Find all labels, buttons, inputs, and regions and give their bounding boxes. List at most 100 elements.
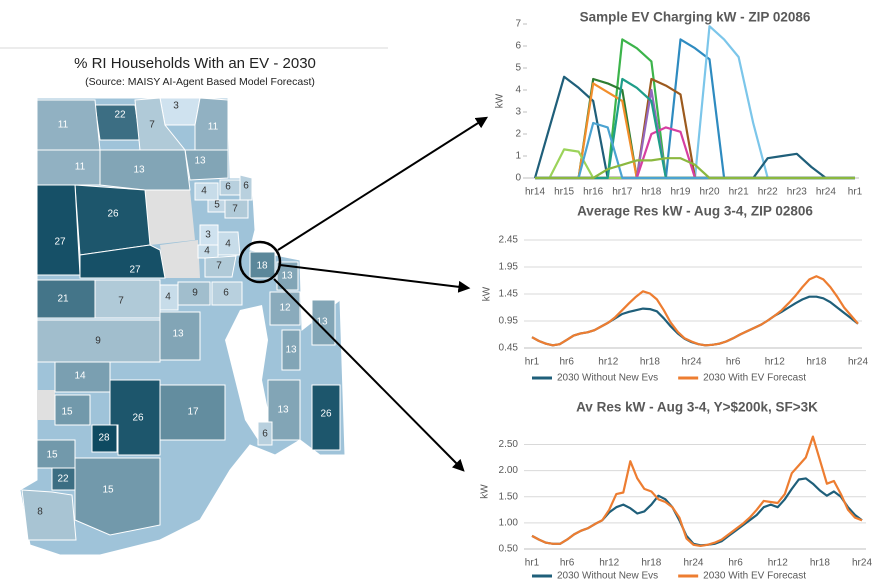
region-label: 6 — [223, 288, 229, 299]
series-line — [531, 477, 863, 547]
region-label: 11 — [208, 122, 219, 133]
series-line — [531, 275, 859, 347]
x-tick-label: hr18 — [641, 558, 661, 569]
map-region — [36, 99, 101, 151]
x-tick-label: hr18 — [641, 187, 661, 198]
region-label: 4 — [165, 292, 171, 303]
region-label: 3 — [205, 230, 211, 241]
y-tick-label: 1.45 — [499, 289, 519, 300]
region-label: 7 — [232, 204, 238, 215]
y-tick-label: 2.50 — [499, 439, 519, 450]
region-label: 3 — [173, 101, 179, 112]
map-region — [249, 251, 276, 279]
region-label: 13 — [172, 329, 184, 340]
map-region — [224, 199, 249, 219]
x-tick-label: hr12 — [768, 558, 788, 569]
y-tick-label: 1.00 — [499, 518, 519, 529]
x-tick-label: hr18 — [640, 357, 660, 368]
map-region — [257, 421, 273, 446]
region-label: 22 — [57, 474, 69, 485]
x-tick-label: hr24 — [683, 558, 703, 569]
region-label: 7 — [149, 120, 155, 131]
y-tick-label: 2.45 — [499, 235, 519, 246]
map-region — [159, 97, 201, 126]
chart-title: Average Res kW - Aug 3-4, ZIP 02806 — [577, 204, 813, 219]
region-label: 11 — [58, 120, 69, 131]
region-label: 13 — [281, 271, 293, 282]
legend-label: 2030 With EV Forecast — [703, 571, 806, 582]
x-tick-label: hr6 — [560, 558, 575, 569]
map-region — [159, 384, 226, 441]
map-region — [269, 291, 301, 326]
region-label: 6 — [225, 182, 231, 193]
x-tick-label: hr21 — [729, 187, 749, 198]
x-tick-label: hr1 — [525, 357, 540, 368]
no-data-area — [37, 390, 55, 420]
legend-label: 2030 Without New Evs — [557, 571, 658, 582]
map-source: (Source: MAISY AI-Agent Based Model Fore… — [85, 76, 315, 88]
series-line — [535, 157, 855, 180]
legend-label: 2030 With EV Forecast — [703, 373, 806, 384]
map-region — [204, 255, 237, 278]
x-tick-label: hr24 — [682, 357, 702, 368]
map-region — [36, 184, 81, 276]
region-label: 11 — [75, 162, 86, 173]
region-label: 4 — [225, 239, 231, 250]
map-region — [267, 379, 301, 441]
map-region — [91, 424, 118, 453]
y-tick-label: 1 — [515, 151, 521, 162]
x-tick-label: hr12 — [599, 558, 619, 569]
y-tick-label: 0.45 — [499, 343, 519, 354]
region-label: 8 — [37, 507, 43, 518]
map-region — [184, 149, 229, 181]
y-axis-label: kW — [495, 93, 506, 108]
y-tick-label: 3 — [515, 107, 521, 118]
map-region — [54, 394, 91, 426]
x-tick-label: hr6 — [726, 357, 741, 368]
map-region — [79, 244, 166, 279]
x-tick-label: hr6 — [728, 558, 743, 569]
region-label: 6 — [262, 429, 268, 440]
region-label: 5 — [214, 200, 220, 211]
map-region — [94, 279, 161, 319]
x-tick-label: hr24 — [816, 187, 836, 198]
x-tick-label: hr18 — [810, 558, 830, 569]
no-data-area — [145, 190, 195, 245]
arrow — [279, 264, 471, 293]
map-region — [74, 184, 151, 256]
x-tick-label: hr17 — [612, 187, 632, 198]
map-region — [311, 384, 341, 451]
map-region — [36, 149, 101, 186]
region-label: 26 — [320, 409, 332, 420]
map-region — [281, 329, 301, 371]
region-label: 9 — [192, 288, 198, 299]
region-label: 12 — [279, 303, 291, 314]
region-label: 13 — [277, 405, 289, 416]
x-tick-label: hr24 — [848, 357, 868, 368]
region-label: 13 — [133, 165, 145, 176]
y-tick-label: 1.95 — [499, 262, 519, 273]
region-label: 21 — [57, 294, 69, 305]
region-label: 26 — [107, 209, 119, 220]
region-label: 9 — [95, 336, 101, 347]
x-tick-label: hr14 — [525, 187, 545, 198]
region-label: 15 — [102, 485, 114, 496]
x-tick-label: hr6 — [559, 357, 574, 368]
map-region — [211, 281, 243, 306]
x-tick-label: hr16 — [583, 187, 603, 198]
y-tick-label: 7 — [515, 19, 521, 30]
region-label: 13 — [194, 156, 206, 167]
map-region — [159, 284, 179, 311]
region-label: 15 — [61, 407, 73, 418]
x-tick-label: hr24 — [852, 558, 872, 569]
region-label: 27 — [54, 237, 66, 248]
y-tick-label: 2 — [515, 129, 521, 140]
region-label: 22 — [114, 110, 126, 121]
region-label: 27 — [129, 265, 141, 276]
map-region — [99, 149, 191, 191]
x-tick-label: hr1 — [525, 558, 540, 569]
x-tick-label: hr12 — [765, 357, 785, 368]
x-tick-label: hr22 — [758, 187, 778, 198]
